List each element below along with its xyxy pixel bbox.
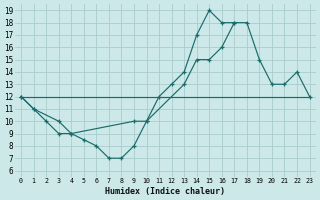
X-axis label: Humidex (Indice chaleur): Humidex (Indice chaleur) — [105, 187, 225, 196]
